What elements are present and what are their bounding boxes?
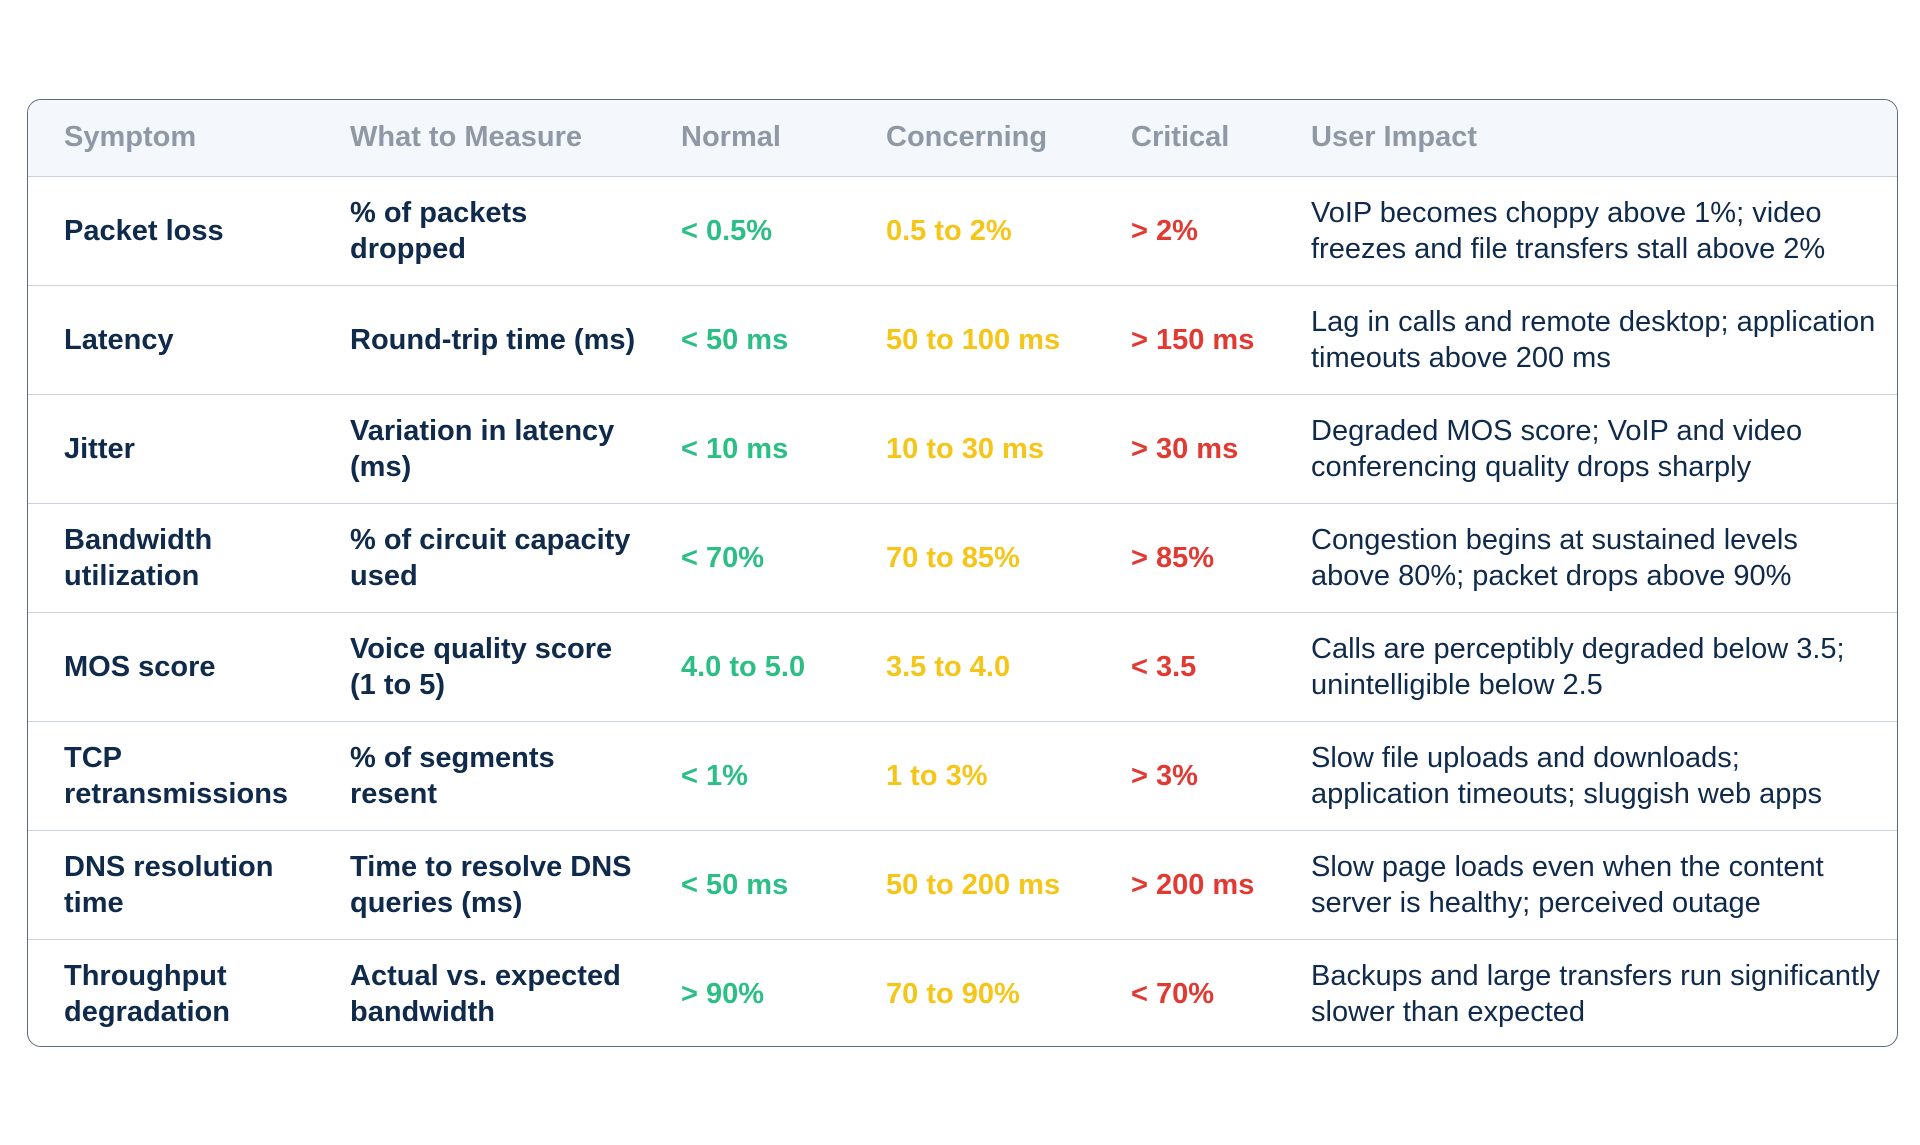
table-header: Symptom What to Measure Normal Concernin… <box>28 100 1897 177</box>
critical-cell: < 70% <box>1095 938 1275 1046</box>
header-user-impact: User Impact <box>1275 100 1897 177</box>
normal-cell: < 50 ms <box>645 284 850 394</box>
header-normal: Normal <box>645 100 850 177</box>
normal-cell: < 70% <box>645 502 850 612</box>
measure-cell: % of packets dropped <box>350 196 528 265</box>
impact-cell: VoIP becomes choppy above 1%; video free… <box>1311 196 1826 265</box>
normal-cell: < 0.5% <box>681 214 773 247</box>
header-symptom: Symptom <box>28 100 314 177</box>
symptom-cell: Bandwidth utilization <box>28 502 314 612</box>
normal-cell: < 1% <box>645 720 850 830</box>
impact-cell: Degraded MOS score; VoIP and video confe… <box>1275 393 1897 503</box>
header-critical: Critical <box>1095 100 1275 177</box>
measure-cell: Variation in latency (ms) <box>314 393 645 503</box>
concerning-cell: 70 to 90% <box>850 938 1095 1046</box>
impact-cell: Slow file uploads and downloads; applica… <box>1275 720 1897 830</box>
critical-cell: > 150 ms <box>1095 284 1275 394</box>
symptom-cell: Packet loss <box>64 214 224 247</box>
thresholds-table: Symptom What to Measure Normal Concernin… <box>28 100 1897 1046</box>
table-row: Packet loss % of packets dropped < 0.5% … <box>28 176 1897 285</box>
symptom-cell: Jitter <box>28 393 314 503</box>
normal-cell: < 50 ms <box>645 829 850 939</box>
normal-cell: > 90% <box>645 938 850 1046</box>
header-concerning: Concerning <box>850 100 1095 177</box>
table-row: Throughput degradation Actual vs. expect… <box>28 938 1897 1046</box>
measure-cell: % of segments resent <box>314 720 645 830</box>
table-row: DNS resolution time Time to resolve DNS … <box>28 829 1897 939</box>
impact-cell: Congestion begins at sustained levels ab… <box>1275 502 1897 612</box>
impact-cell: Slow page loads even when the content se… <box>1275 829 1897 939</box>
concerning-cell: 0.5 to 2% <box>886 214 1012 247</box>
table-row: MOS score Voice quality score (1 to 5) 4… <box>28 611 1897 721</box>
measure-cell: % of circuit capacity used <box>314 502 645 612</box>
critical-cell: < 3.5 <box>1095 611 1275 721</box>
concerning-cell: 10 to 30 ms <box>850 393 1095 503</box>
measure-cell: Round-trip time (ms) <box>314 284 645 394</box>
critical-cell: > 200 ms <box>1095 829 1275 939</box>
concerning-cell: 1 to 3% <box>850 720 1095 830</box>
header-what-to-measure: What to Measure <box>314 100 645 177</box>
concerning-cell: 3.5 to 4.0 <box>850 611 1095 721</box>
critical-cell: > 2% <box>1131 214 1198 247</box>
table-row: Bandwidth utilization % of circuit capac… <box>28 502 1897 612</box>
table-row: Latency Round-trip time (ms) < 50 ms 50 … <box>28 284 1897 394</box>
impact-cell: Calls are perceptibly degraded below 3.5… <box>1275 611 1897 721</box>
critical-cell: > 85% <box>1095 502 1275 612</box>
header-row: Symptom What to Measure Normal Concernin… <box>28 100 1897 177</box>
symptom-cell: MOS score <box>28 611 314 721</box>
concerning-cell: 50 to 100 ms <box>850 284 1095 394</box>
symptom-cell: Latency <box>28 284 314 394</box>
symptom-cell: TCP retransmissions <box>28 720 314 830</box>
impact-cell: Lag in calls and remote desktop; applica… <box>1275 284 1897 394</box>
measure-cell: Time to resolve DNS queries (ms) <box>314 829 645 939</box>
table-row: TCP retransmissions % of segments resent… <box>28 720 1897 830</box>
table-row: Jitter Variation in latency (ms) < 10 ms… <box>28 393 1897 503</box>
critical-cell: > 30 ms <box>1095 393 1275 503</box>
measure-cell: Voice quality score (1 to 5) <box>314 611 645 721</box>
symptom-cell: DNS resolution time <box>28 829 314 939</box>
table-body: Packet loss % of packets dropped < 0.5% … <box>28 176 1897 1046</box>
concerning-cell: 50 to 200 ms <box>850 829 1095 939</box>
normal-cell: 4.0 to 5.0 <box>645 611 850 721</box>
impact-cell: Backups and large transfers run signific… <box>1275 938 1897 1046</box>
symptom-cell: Throughput degradation <box>28 938 314 1046</box>
thresholds-table-card: Symptom What to Measure Normal Concernin… <box>27 99 1898 1047</box>
measure-cell: Actual vs. expected bandwidth <box>314 938 645 1046</box>
concerning-cell: 70 to 85% <box>850 502 1095 612</box>
normal-cell: < 10 ms <box>645 393 850 503</box>
critical-cell: > 3% <box>1095 720 1275 830</box>
